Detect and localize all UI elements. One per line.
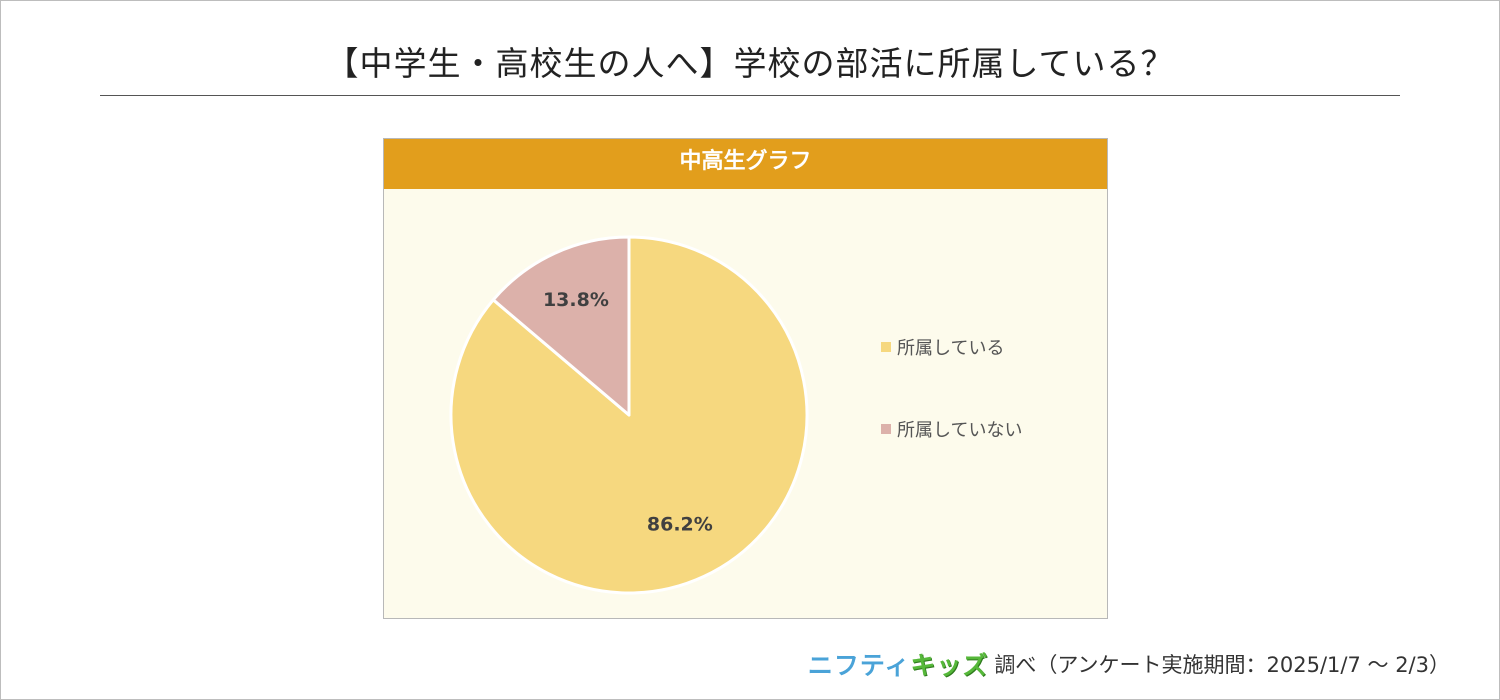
source-text: 調べ（アンケート実施期間：2025/1/7 ～ 2/3）: [994, 653, 1450, 677]
legend-item-1: 所属している: [881, 335, 1022, 359]
chart-title: 中高生グラフ: [384, 139, 1107, 189]
brand-logo-part1: ニフティ: [807, 651, 911, 680]
legend-item-2: 所属していない: [881, 417, 1022, 441]
chart-legend: 所属している 所属していない: [881, 335, 1022, 499]
page-title: 【中学生・高校生の人へ】学校の部活に所属している？: [325, 44, 1175, 83]
title-divider: [100, 95, 1400, 96]
legend-label-2: 所属していない: [897, 420, 1023, 441]
legend-swatch-2: [881, 424, 891, 434]
brand-logo: ニフティキッズ: [808, 646, 989, 682]
pie-slice-2: [491, 235, 631, 417]
pie-chart: 86.2% 13.8%: [449, 235, 809, 595]
pie-data-label-1: 86.2%: [647, 513, 713, 535]
brand-logo-part2: キッズ: [910, 651, 989, 680]
pie-data-label-2: 13.8%: [543, 289, 609, 311]
source-credit: ニフティキッズ 調べ（アンケート実施期間：2025/1/7 ～ 2/3）: [808, 646, 1450, 682]
legend-swatch-1: [881, 342, 891, 352]
chart-panel: 中高生グラフ 86.2% 13.8% 所属している 所属していない: [383, 138, 1108, 619]
legend-label-1: 所属している: [897, 338, 1005, 359]
